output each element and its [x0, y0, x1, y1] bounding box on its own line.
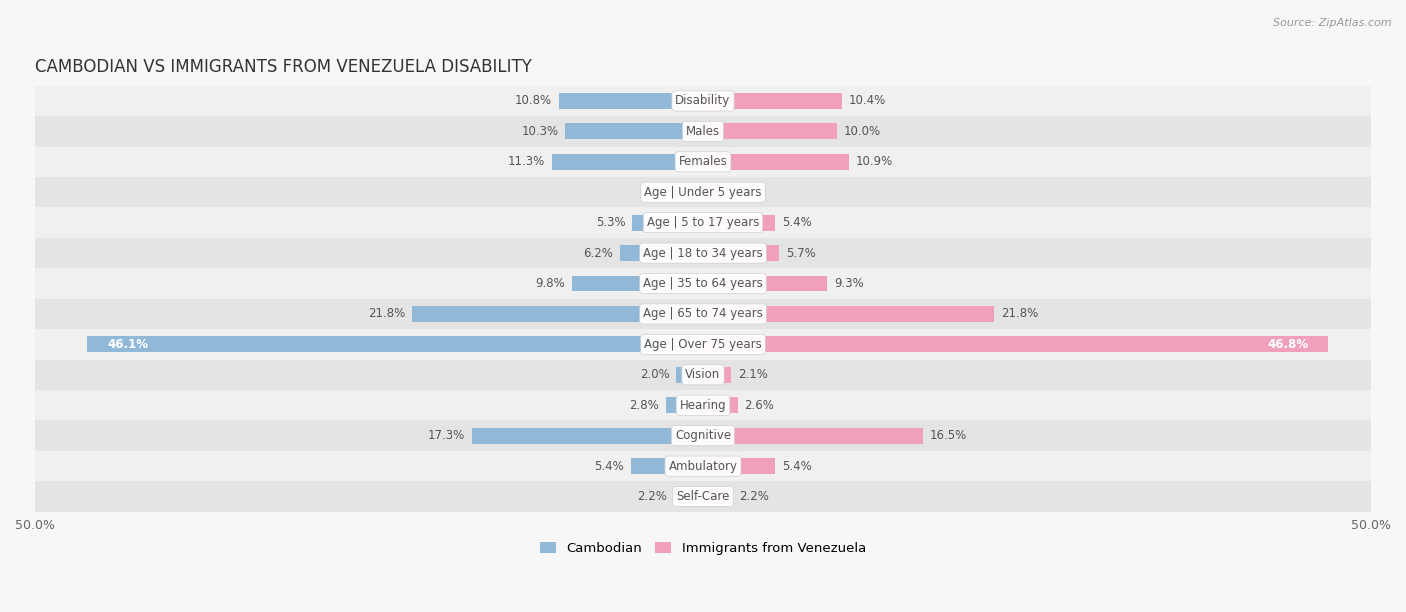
Text: 2.0%: 2.0% [640, 368, 669, 381]
Text: 10.3%: 10.3% [522, 125, 558, 138]
Bar [35, 86, 1371, 116]
Bar [676, 367, 703, 382]
Bar [703, 397, 738, 413]
Text: 5.4%: 5.4% [782, 460, 811, 472]
Text: Hearing: Hearing [679, 399, 727, 412]
Bar [703, 337, 1329, 353]
Bar [703, 184, 718, 200]
Text: Age | Under 5 years: Age | Under 5 years [644, 185, 762, 199]
Text: Ambulatory: Ambulatory [668, 460, 738, 472]
Bar [35, 147, 1371, 177]
Bar [553, 154, 703, 170]
Bar [35, 116, 1371, 147]
Text: 17.3%: 17.3% [427, 429, 465, 442]
Text: 5.3%: 5.3% [596, 216, 626, 229]
Text: 16.5%: 16.5% [931, 429, 967, 442]
Bar [35, 207, 1371, 238]
Text: 2.2%: 2.2% [637, 490, 666, 503]
Legend: Cambodian, Immigrants from Venezuela: Cambodian, Immigrants from Venezuela [534, 537, 872, 561]
Bar [412, 306, 703, 322]
Bar [35, 420, 1371, 451]
Text: 9.8%: 9.8% [536, 277, 565, 290]
Text: 10.8%: 10.8% [515, 94, 553, 108]
Text: 6.2%: 6.2% [583, 247, 613, 259]
Text: Age | 18 to 34 years: Age | 18 to 34 years [643, 247, 763, 259]
Bar [35, 299, 1371, 329]
Text: Age | 65 to 74 years: Age | 65 to 74 years [643, 307, 763, 321]
Text: 2.8%: 2.8% [628, 399, 659, 412]
Text: Cognitive: Cognitive [675, 429, 731, 442]
Bar [572, 275, 703, 291]
Text: Disability: Disability [675, 94, 731, 108]
Bar [35, 329, 1371, 360]
Bar [35, 360, 1371, 390]
Bar [665, 397, 703, 413]
Text: 1.2%: 1.2% [651, 185, 681, 199]
Text: Age | 5 to 17 years: Age | 5 to 17 years [647, 216, 759, 229]
Bar [633, 215, 703, 231]
Text: CAMBODIAN VS IMMIGRANTS FROM VENEZUELA DISABILITY: CAMBODIAN VS IMMIGRANTS FROM VENEZUELA D… [35, 58, 531, 76]
Bar [87, 337, 703, 353]
Bar [35, 268, 1371, 299]
Bar [35, 390, 1371, 420]
Text: 5.4%: 5.4% [782, 216, 811, 229]
Text: 46.8%: 46.8% [1267, 338, 1308, 351]
Bar [703, 275, 827, 291]
Bar [620, 245, 703, 261]
Bar [35, 177, 1371, 207]
Text: Self-Care: Self-Care [676, 490, 730, 503]
Bar [558, 93, 703, 109]
Bar [688, 184, 703, 200]
Text: Age | Over 75 years: Age | Over 75 years [644, 338, 762, 351]
Bar [703, 154, 849, 170]
Text: 2.2%: 2.2% [740, 490, 769, 503]
Text: 1.2%: 1.2% [725, 185, 755, 199]
Text: Age | 35 to 64 years: Age | 35 to 64 years [643, 277, 763, 290]
Bar [565, 124, 703, 140]
Bar [35, 451, 1371, 481]
Bar [703, 124, 837, 140]
Bar [703, 367, 731, 382]
Bar [703, 428, 924, 444]
Bar [703, 215, 775, 231]
Text: 21.8%: 21.8% [1001, 307, 1038, 321]
Bar [703, 306, 994, 322]
Bar [703, 245, 779, 261]
Text: Males: Males [686, 125, 720, 138]
Text: 10.4%: 10.4% [849, 94, 886, 108]
Text: 11.3%: 11.3% [508, 155, 546, 168]
Bar [631, 458, 703, 474]
Text: 9.3%: 9.3% [834, 277, 863, 290]
Text: 46.1%: 46.1% [107, 338, 148, 351]
Bar [703, 458, 775, 474]
Bar [673, 488, 703, 504]
Text: 21.8%: 21.8% [368, 307, 405, 321]
Text: 5.7%: 5.7% [786, 247, 815, 259]
Bar [703, 488, 733, 504]
Text: 10.0%: 10.0% [844, 125, 880, 138]
Bar [35, 238, 1371, 268]
Text: 2.6%: 2.6% [744, 399, 775, 412]
Text: Females: Females [679, 155, 727, 168]
Text: Vision: Vision [685, 368, 721, 381]
Bar [703, 93, 842, 109]
Bar [472, 428, 703, 444]
Text: 2.1%: 2.1% [738, 368, 768, 381]
Text: 10.9%: 10.9% [855, 155, 893, 168]
Text: Source: ZipAtlas.com: Source: ZipAtlas.com [1274, 18, 1392, 28]
Bar [35, 481, 1371, 512]
Text: 5.4%: 5.4% [595, 460, 624, 472]
